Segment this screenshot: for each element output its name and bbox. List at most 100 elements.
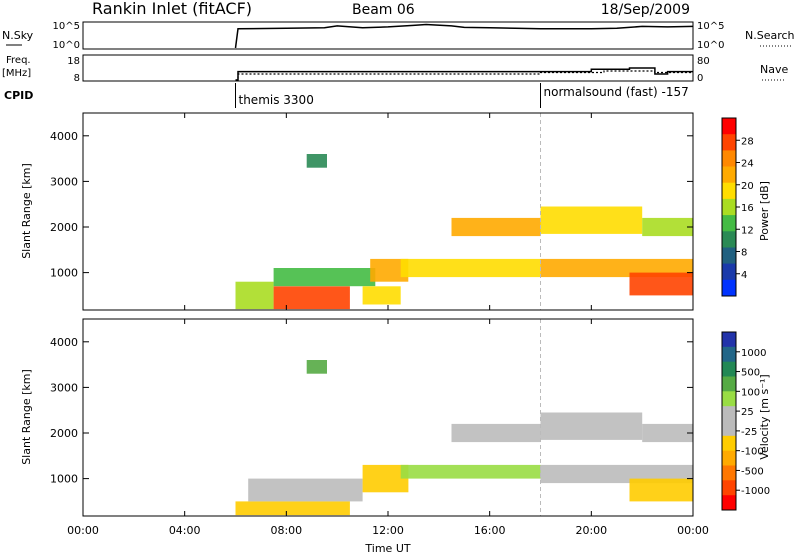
y-tick-label: 2000 (50, 427, 78, 440)
velocity-heatmap (235, 319, 693, 516)
heatmap-region (235, 281, 274, 310)
colorbar-tick-label: 1000 (741, 348, 766, 359)
station-title: Rankin Inlet (fitACF) (92, 0, 252, 18)
velocity-ylabel: Slant Range [km] (20, 369, 33, 465)
colorbar-swatch (722, 166, 736, 184)
heatmap-region (451, 217, 541, 237)
y-tick-label: 1000 (50, 473, 78, 486)
x-tick-label: 04:00 (169, 524, 201, 537)
power-heatmap (235, 113, 693, 310)
freq-panel-frame (82, 54, 694, 82)
colorbar-swatch (722, 346, 736, 363)
colorbar-swatch (722, 118, 736, 135)
y-tick-label: 2000 (50, 221, 78, 234)
heatmap-region (400, 258, 541, 278)
colorbar-swatch (722, 376, 736, 392)
heatmap-region (451, 423, 541, 443)
heatmap-region (306, 154, 327, 168)
heatmap-region (540, 464, 693, 484)
cpid-mode-themis: themis 3300 (239, 93, 314, 107)
heatmap-region (540, 412, 643, 440)
colorbar-tick-label: 100 (741, 387, 760, 398)
noise-ytick-top-right: 10^5 (697, 21, 724, 32)
colorbar-tick-label: -25 (741, 427, 757, 438)
y-tick-label: 3000 (50, 381, 78, 394)
colorbar-tick-label: 8 (741, 248, 747, 259)
date-label: 18/Sep/2009 (601, 2, 690, 18)
colorbar-tick-label: 25 (741, 407, 754, 418)
beam-label: Beam 06 (352, 2, 415, 18)
colorbar-tick-label: 12 (741, 225, 754, 236)
heatmap-region (306, 360, 327, 374)
heatmap-region (642, 217, 693, 237)
heatmap-region (540, 258, 693, 278)
x-tick-label: 00:00 (677, 524, 709, 537)
colorbar-tick-label: -1000 (741, 486, 770, 497)
colorbar-swatch (722, 247, 736, 265)
colorbar-tick-label: 4 (741, 270, 747, 281)
velocity-yticks: 1000 2000 3000 4000 (50, 336, 693, 486)
heatmap-region (248, 478, 363, 502)
x-tick-label: 08:00 (270, 524, 302, 537)
noise-ytick-top: 10^5 (53, 21, 80, 32)
heatmap-region (362, 286, 401, 305)
x-tick-label: 00:00 (67, 524, 99, 537)
colorbar-frame (721, 331, 737, 511)
nave-ytick-top: 80 (697, 56, 710, 67)
x-tick-label: 12:00 (372, 524, 404, 537)
heatmap-region (400, 464, 541, 479)
velocity-colorbar: 1000 500 100 25 -25 -100 -500 -1000 (721, 331, 770, 511)
x-tick-label: 16:00 (474, 524, 506, 537)
y-tick-label: 1000 (50, 267, 78, 280)
nave-label: Nave (760, 63, 788, 76)
colorbar-swatch (722, 198, 736, 216)
nsky-line (234, 23, 694, 49)
x-axis-ticks: 00:00 04:00 08:00 12:00 16:00 20:00 00:00 (67, 113, 709, 537)
colorbar-swatch (722, 421, 736, 437)
noise-panel-frame (82, 21, 694, 50)
colorbar-swatch (722, 215, 736, 232)
heatmap-region (540, 206, 643, 234)
freq-ytick-top: 18 (67, 56, 80, 67)
power-ylabel: Slant Range [km] (20, 163, 33, 259)
power-colorbar-label: Power [dB] (758, 181, 771, 241)
heatmap-region (273, 268, 376, 287)
colorbar-tick-label: 24 (741, 159, 754, 170)
colorbar-tick-label: 16 (741, 203, 754, 214)
velocity-colorbar-label: Velocity [m s⁻¹] (758, 374, 771, 459)
colorbar-swatch (722, 495, 736, 511)
freq-left-label-1: Freq. (6, 55, 31, 66)
colorbar-tick-label: 20 (741, 181, 754, 192)
colorbar-tick-label: -500 (741, 466, 764, 477)
colorbar-swatch (722, 406, 736, 422)
colorbar-tick-label: 28 (741, 136, 754, 147)
colorbar-swatch (722, 480, 736, 496)
colorbar-tick-label: 500 (741, 368, 760, 379)
colorbar-swatch (722, 134, 736, 151)
nave-ytick-bottom: 0 (697, 73, 703, 84)
nave-line (235, 70, 693, 81)
colorbar-swatch (722, 231, 736, 248)
colorbar-swatch (722, 279, 736, 297)
heatmap-region (629, 272, 693, 296)
colorbar-swatch (722, 150, 736, 168)
x-tick-label: 20:00 (575, 524, 607, 537)
heatmap-region (273, 286, 350, 310)
y-tick-label: 4000 (50, 130, 78, 143)
colorbar-tick-label: -100 (741, 447, 764, 458)
noise-left-label: N.Sky (2, 29, 34, 42)
colorbar-swatch (722, 391, 736, 407)
heatmap-region (235, 501, 350, 516)
noise-right-label: N.Search (745, 29, 795, 42)
freq-left-label-2: [MHz] (2, 68, 31, 79)
colorbar-swatch (722, 263, 736, 281)
freq-line (235, 67, 693, 81)
colorbar-swatch (722, 361, 736, 377)
noise-ytick-bottom-right: 10^0 (697, 40, 724, 51)
heatmap-region (370, 258, 409, 282)
heatmap-region (642, 423, 693, 443)
heatmap-region (629, 478, 693, 502)
colorbar-swatch (722, 465, 736, 481)
